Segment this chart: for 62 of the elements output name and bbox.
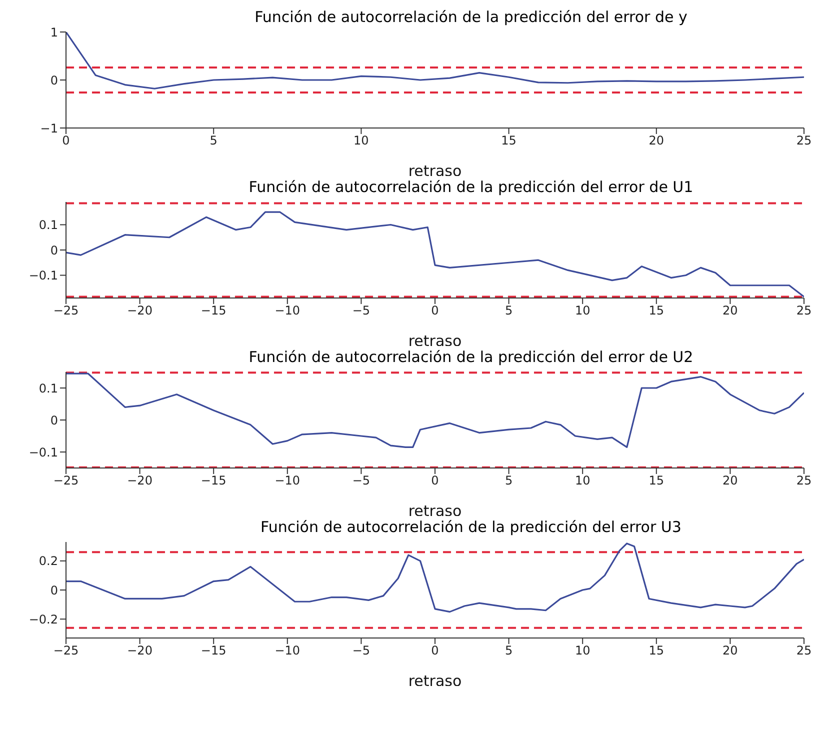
x-tick-label: 15 <box>501 134 516 148</box>
x-tick-label: 10 <box>574 644 590 658</box>
y-tick-label: 0 <box>50 73 58 88</box>
x-tick-label: −5 <box>352 644 370 658</box>
x-tick-label: 0 <box>62 134 70 148</box>
y-tick-label: −0.1 <box>28 268 58 283</box>
x-tick-label: 15 <box>648 644 664 658</box>
y-tick-label: 0.1 <box>38 381 58 396</box>
line-series <box>66 542 804 613</box>
x-tick-label: 5 <box>210 134 218 148</box>
x-tick-label: 0 <box>431 474 439 488</box>
x-tick-label: 10 <box>574 304 590 318</box>
chart-title: Función de autocorrelación de la predicción del error de U1 <box>248 178 694 196</box>
y-tick-label: −1 <box>40 121 58 136</box>
x-tick-label: −10 <box>274 474 300 488</box>
x-tick-label: −15 <box>200 644 226 658</box>
x-tick-label: 20 <box>648 134 664 148</box>
x-tick-label: 20 <box>722 304 738 318</box>
x-tick-label: 5 <box>504 644 513 658</box>
x-tick-label: −5 <box>352 474 370 488</box>
y-tick-label: 0 <box>50 413 58 428</box>
x-tick-label: 10 <box>574 474 590 488</box>
x-tick-label: 25 <box>796 134 812 148</box>
y-tick-label: −0.2 <box>28 612 58 626</box>
y-tick-label: 0 <box>50 243 58 258</box>
x-tick-label: 0 <box>431 644 439 658</box>
x-tick-label: 5 <box>504 474 513 488</box>
x-tick-label: −10 <box>274 304 300 318</box>
x-tick-label: 25 <box>796 474 812 488</box>
line-series <box>66 32 804 90</box>
x-tick-label: −25 <box>53 304 79 318</box>
chart-title: Función de autocorrelación de la predicción del error de y <box>254 8 688 26</box>
x-tick-label: −15 <box>200 474 226 488</box>
x-axis-title: retraso <box>408 672 462 690</box>
chart-title: Función de autocorrelación de la predicción del error U3 <box>260 518 682 536</box>
x-tick-label: −20 <box>127 474 152 488</box>
y-tick-label: 0.1 <box>38 218 58 232</box>
x-tick-label: −10 <box>274 644 300 658</box>
x-tick-label: 25 <box>796 644 812 658</box>
x-tick-label: 15 <box>648 304 664 318</box>
y-tick-label: 0.2 <box>38 554 58 568</box>
x-tick-label: 10 <box>354 134 369 148</box>
chart-title: Función de autocorrelación de la predicción del error de U2 <box>248 348 694 366</box>
x-tick-label: 20 <box>722 474 738 488</box>
x-tick-label: −15 <box>200 304 226 318</box>
line-series <box>66 372 804 448</box>
x-tick-label: 0 <box>431 304 439 318</box>
x-tick-label: −25 <box>53 474 79 488</box>
x-tick-label: −25 <box>53 644 79 658</box>
x-tick-label: −5 <box>352 304 370 318</box>
y-tick-label: −0.1 <box>28 445 58 460</box>
x-tick-label: 25 <box>796 304 812 318</box>
x-tick-label: 20 <box>722 644 738 658</box>
x-axis-title: retraso <box>408 502 462 520</box>
y-tick-label: 0 <box>50 583 58 598</box>
x-tick-label: 5 <box>504 304 513 318</box>
x-tick-label: −20 <box>127 304 152 318</box>
x-tick-label: 15 <box>648 474 664 488</box>
x-axis-title: retraso <box>408 332 462 350</box>
y-tick-label: 1 <box>50 25 58 40</box>
x-tick-label: −20 <box>127 644 152 658</box>
x-axis-title: retraso <box>408 162 462 180</box>
